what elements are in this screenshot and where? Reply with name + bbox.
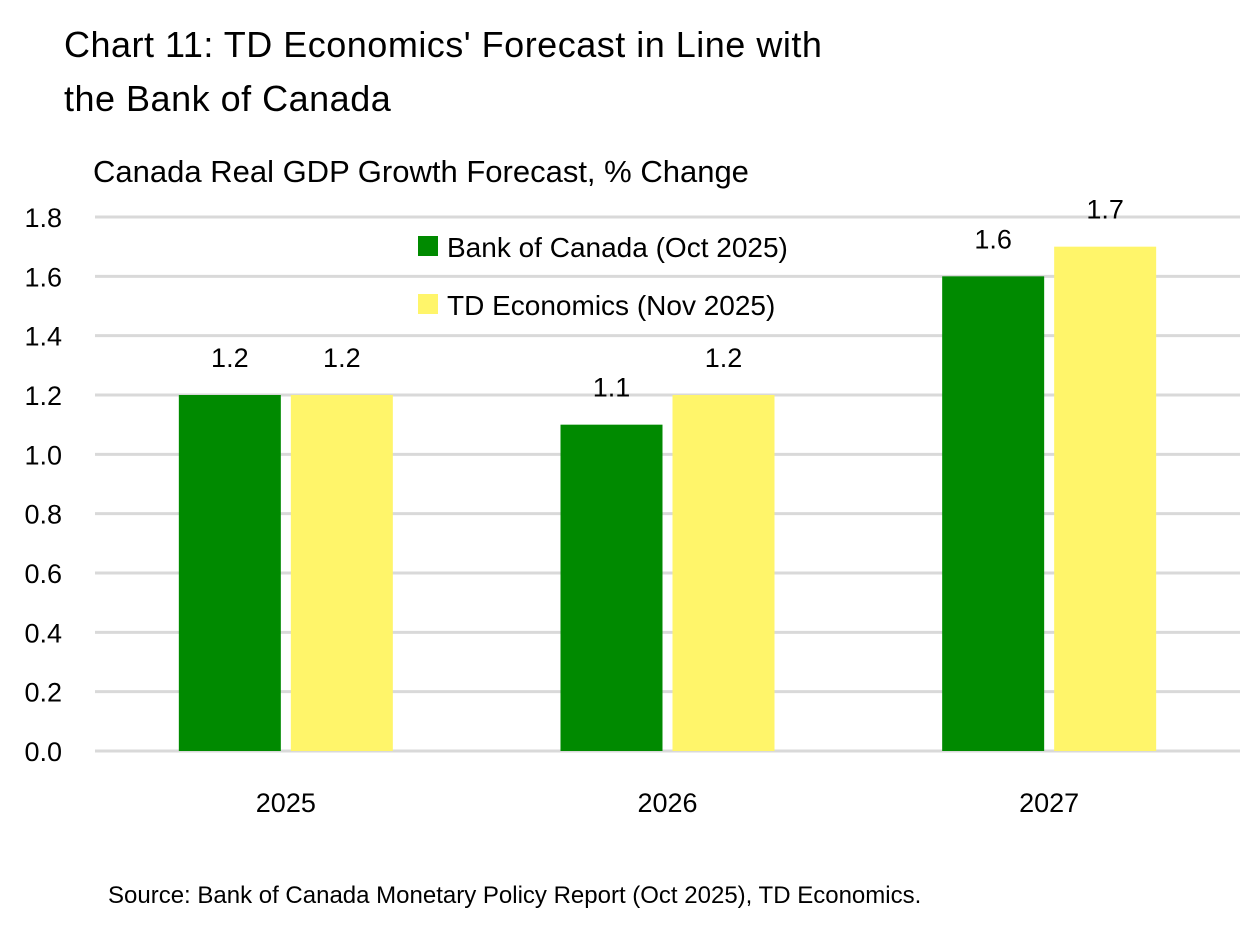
chart-title: Chart 11: TD Economics' Forecast in Line… [64,18,1064,126]
x-tick-label: 2027 [1019,788,1079,818]
y-tick-label: 0.6 [24,559,62,589]
y-tick-label: 1.0 [24,440,62,470]
title-line-2: the Bank of Canada [64,78,392,119]
y-tick-label: 1.4 [24,322,62,352]
bar-td-2025 [290,395,393,751]
y-tick-label: 0.2 [24,678,62,708]
data-label: 1.2 [323,343,361,373]
bar-boc-2027 [942,276,1045,751]
y-tick-label: 1.8 [24,203,62,233]
title-line-1: Chart 11: TD Economics' Forecast in Line… [64,24,823,65]
bar-boc-2026 [560,424,663,751]
legend-swatch [418,236,438,256]
y-tick-label: 0.4 [24,618,62,648]
legend-label: TD Economics (Nov 2025) [447,290,775,321]
source-note: Source: Bank of Canada Monetary Policy R… [108,882,922,909]
data-label: 1.2 [211,343,249,373]
chart-subtitle: Canada Real GDP Growth Forecast, % Chang… [93,154,749,189]
y-tick-label: 1.2 [24,381,62,411]
data-label: 1.7 [1086,195,1124,225]
bar-boc-2025 [178,395,281,751]
x-tick-label: 2025 [256,788,316,818]
data-label: 1.6 [974,224,1012,254]
legend-label: Bank of Canada (Oct 2025) [447,232,788,263]
y-tick-label: 0.8 [24,500,62,530]
data-label: 1.1 [593,373,631,403]
y-tick-label: 0.0 [24,737,62,767]
legend-swatch [418,294,438,314]
bar-td-2026 [672,395,775,751]
data-label: 1.2 [705,343,743,373]
y-tick-label: 1.6 [24,262,62,292]
x-tick-label: 2026 [637,788,697,818]
bar-td-2027 [1054,246,1157,751]
